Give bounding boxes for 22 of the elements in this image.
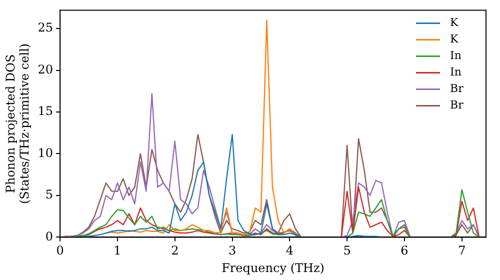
x-tick-label: 3: [228, 244, 236, 258]
y-tick-label: 0: [45, 229, 54, 244]
x-tick-label: 0: [56, 244, 64, 258]
y-axis-title: Phonon projected DOS (States/THz·primitive cell): [3, 43, 32, 204]
legend-label: Br: [450, 98, 464, 112]
x-axis-title: Frequency (THz): [222, 260, 324, 275]
y-tick-label: 20: [38, 62, 54, 76]
y-tick-label: 15: [38, 104, 54, 118]
x-tick-label: 7: [458, 244, 466, 258]
x-tick-label: 1: [114, 244, 122, 258]
x-tick-label: 4: [286, 244, 294, 258]
x-tick-label: 2: [171, 244, 179, 258]
y-tick-label: 5: [45, 188, 54, 202]
x-tick-label: 6: [400, 244, 408, 258]
legend-label: In: [450, 49, 462, 62]
legend-label: K: [450, 16, 459, 30]
legend-label: Br: [450, 82, 464, 96]
x-tick-label: 5: [343, 244, 351, 258]
y-tick-label: 10: [38, 146, 54, 160]
legend-label: In: [450, 66, 462, 79]
legend-label: K: [450, 32, 459, 46]
y-tick-label: 25: [38, 20, 54, 35]
